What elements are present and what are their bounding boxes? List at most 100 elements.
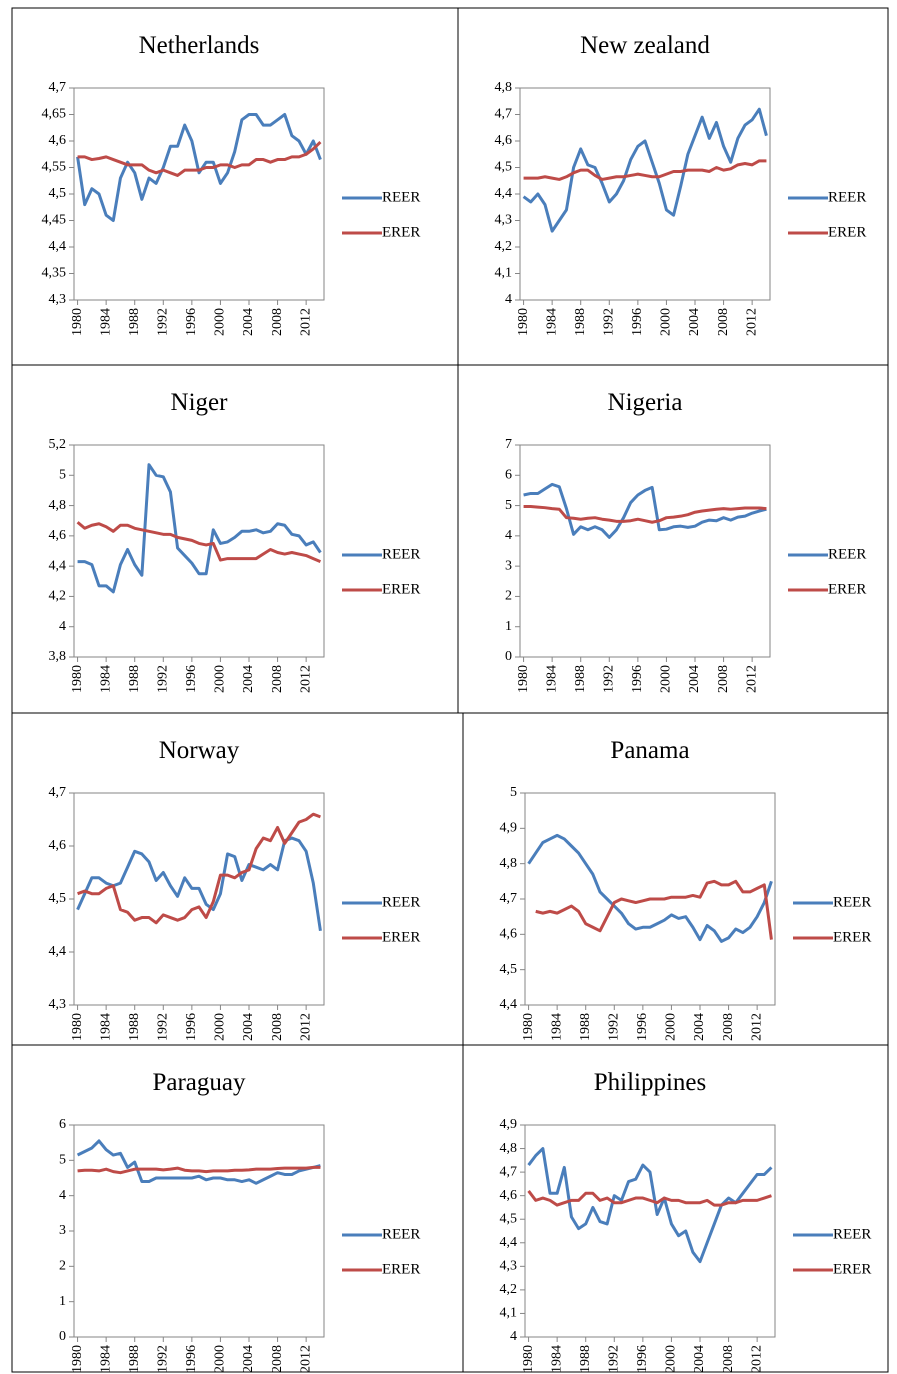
series-line: [77, 812, 321, 925]
x-tick-label: 2004: [687, 308, 702, 336]
x-tick-label: 1988: [127, 665, 142, 693]
y-tick-label: 0: [505, 649, 512, 664]
x-tick-label: 1984: [549, 1013, 564, 1041]
y-tick-label: 4,4: [500, 997, 518, 1012]
y-tick-label: 4,6: [49, 838, 67, 853]
x-tick-label: 2012: [298, 1013, 313, 1041]
y-tick-label: 4,6: [500, 1188, 518, 1203]
x-tick-label: 1980: [70, 308, 85, 336]
y-tick-label: 4: [59, 619, 66, 634]
legend-label: ERER: [833, 1261, 871, 1277]
plot-border: [524, 1124, 776, 1338]
x-tick-label: 1980: [516, 308, 531, 336]
legend-label: REER: [382, 546, 420, 562]
series-line: [527, 833, 773, 943]
x-tick-label: 1996: [184, 665, 199, 693]
cell-border: [457, 364, 889, 714]
y-tick-label: 4: [505, 292, 512, 307]
series-line: [77, 463, 322, 594]
legend-label: REER: [833, 894, 871, 910]
x-tick-label: 2008: [721, 1345, 736, 1373]
x-tick-label: 2000: [213, 1013, 228, 1041]
y-tick-label: 4,6: [49, 528, 67, 543]
x-tick-label: 2004: [692, 1345, 707, 1373]
x-tick-label: 1980: [516, 665, 531, 693]
series-line: [522, 107, 768, 233]
y-tick-label: 4,3: [49, 292, 67, 307]
chart-title: Panama: [610, 737, 689, 764]
x-tick-label: 2008: [270, 1013, 285, 1041]
y-tick-label: 4,8: [500, 1141, 518, 1156]
y-tick-label: 4,3: [500, 1259, 518, 1274]
legend-label: ERER: [382, 1261, 420, 1277]
x-tick-label: 2000: [213, 1345, 228, 1373]
y-tick-label: 4,6: [49, 133, 67, 148]
y-tick-label: 4,7: [495, 107, 513, 122]
x-tick-label: 1992: [607, 1013, 622, 1041]
legend-label: ERER: [833, 929, 871, 945]
y-tick-label: 6: [59, 1117, 66, 1132]
x-tick-label: 2000: [659, 665, 674, 693]
x-tick-label: 1988: [573, 308, 588, 336]
plot-border: [519, 87, 771, 301]
y-tick-label: 4,4: [49, 239, 67, 254]
x-tick-label: 1988: [578, 1013, 593, 1041]
chart-title: Philippines: [594, 1069, 707, 1096]
y-tick-label: 0: [59, 1329, 66, 1344]
x-tick-label: 1988: [127, 308, 142, 336]
x-tick-label: 1996: [635, 1345, 650, 1373]
x-tick-label: 2008: [716, 665, 731, 693]
y-tick-label: 5: [505, 498, 512, 513]
x-tick-label: 2004: [241, 1345, 256, 1373]
y-tick-label: 2: [59, 1259, 66, 1274]
series-line: [523, 504, 767, 524]
legend-label: REER: [382, 894, 420, 910]
x-tick-label: 1980: [521, 1013, 536, 1041]
x-tick-label: 2000: [659, 308, 674, 336]
y-tick-label: 4,1: [500, 1306, 518, 1321]
y-tick-label: 4,7: [500, 1164, 518, 1179]
x-tick-label: 2012: [298, 1345, 313, 1373]
x-tick-label: 1980: [521, 1345, 536, 1373]
x-tick-label: 1996: [184, 1345, 199, 1373]
x-tick-label: 1984: [544, 308, 559, 336]
y-tick-label: 4,5: [495, 160, 513, 175]
plot-border: [519, 444, 771, 658]
x-tick-label: 2004: [241, 308, 256, 336]
y-tick-label: 4,7: [500, 891, 518, 906]
x-tick-label: 2012: [744, 308, 759, 336]
y-tick-label: 2: [505, 589, 512, 604]
y-tick-label: 4,5: [49, 186, 67, 201]
x-tick-label: 1984: [98, 665, 113, 693]
series-line: [523, 159, 767, 181]
x-tick-label: 1992: [602, 308, 617, 336]
y-tick-label: 4,5: [49, 891, 67, 906]
y-tick-label: 5: [59, 468, 66, 483]
x-tick-label: 1980: [70, 1013, 85, 1041]
series-line: [527, 1147, 773, 1264]
series-line: [523, 482, 767, 539]
x-tick-label: 1996: [184, 308, 199, 336]
x-tick-label: 2012: [749, 1013, 764, 1041]
y-tick-label: 4,7: [49, 80, 67, 95]
x-tick-label: 1988: [578, 1345, 593, 1373]
y-tick-label: 4,4: [500, 1235, 518, 1250]
y-tick-label: 4,2: [495, 239, 513, 254]
x-tick-label: 2004: [692, 1013, 707, 1041]
x-tick-label: 1992: [156, 308, 171, 336]
y-tick-label: 4,2: [49, 589, 67, 604]
chart-title: Norway: [159, 737, 240, 764]
y-tick-label: 1: [59, 1294, 66, 1309]
y-tick-label: 4,35: [42, 266, 67, 281]
series-line: [76, 836, 322, 932]
x-tick-label: 2012: [298, 308, 313, 336]
series-line: [76, 1139, 321, 1185]
x-tick-label: 1992: [156, 1013, 171, 1041]
cell-border: [462, 1044, 889, 1373]
legend-label: ERER: [382, 224, 420, 240]
legend-label: REER: [382, 1226, 420, 1242]
plot-border: [73, 444, 325, 658]
series-line: [527, 1190, 772, 1207]
x-tick-label: 2000: [664, 1013, 679, 1041]
x-tick-label: 2008: [716, 308, 731, 336]
